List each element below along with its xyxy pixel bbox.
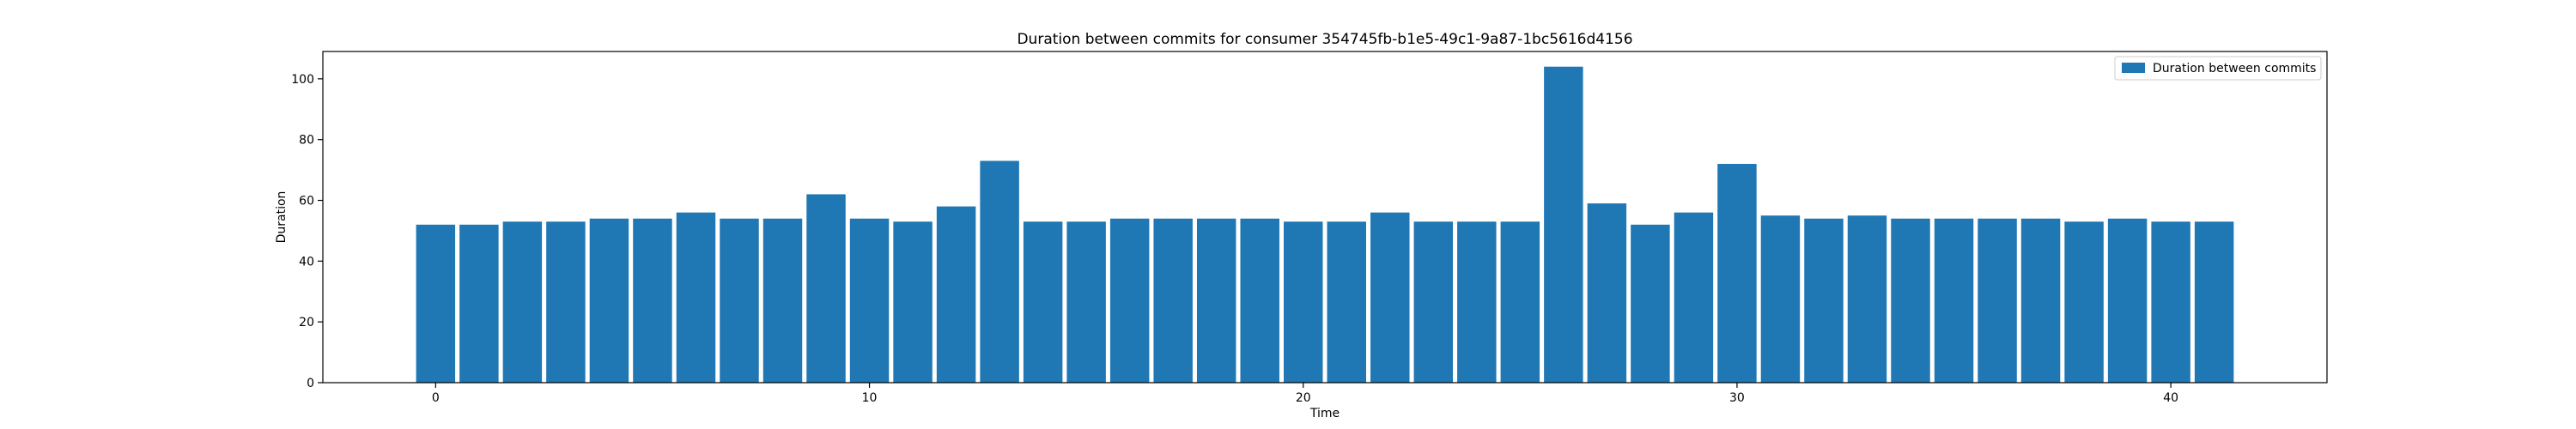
x-axis: 0 10 20 30 40 — [432, 383, 2178, 405]
bar-16 — [1109, 218, 1150, 383]
y-tick-label: 80 — [299, 134, 314, 148]
bar-3 — [546, 221, 586, 383]
bar-21 — [1327, 221, 1366, 383]
y-tick-label: 20 — [299, 316, 314, 329]
bar-35 — [1934, 218, 1974, 383]
bar-4 — [589, 218, 629, 383]
bar-6 — [676, 212, 716, 383]
y-tick-label: 60 — [299, 195, 314, 208]
bar-27 — [1587, 203, 1627, 383]
x-tick-label: 40 — [2163, 391, 2178, 405]
bar-8 — [762, 218, 803, 383]
bar-18 — [1196, 218, 1236, 383]
bar-17 — [1153, 218, 1193, 383]
bar-22 — [1370, 212, 1410, 383]
bar-32 — [1804, 218, 1844, 383]
bar-40 — [2151, 221, 2190, 383]
bar-20 — [1284, 221, 1323, 383]
bar-31 — [1760, 215, 1801, 383]
bar-11 — [893, 221, 933, 383]
y-axis: 0 20 40 60 80 100 — [291, 73, 323, 390]
y-axis-label: Duration — [275, 191, 289, 244]
x-tick-label: 10 — [862, 391, 878, 405]
bar-12 — [936, 206, 976, 383]
bar-2 — [502, 221, 543, 383]
axes-frame — [322, 51, 2328, 384]
legend: Duration between commits — [2114, 56, 2322, 81]
chart-title: Duration between commits for consumer 35… — [1017, 31, 1632, 48]
bar-25 — [1500, 221, 1540, 383]
x-axis-label: Time — [1309, 407, 1340, 420]
bar-29 — [1674, 212, 1714, 383]
bar-38 — [2064, 221, 2104, 383]
legend-swatch — [2122, 63, 2145, 73]
bar-5 — [633, 218, 672, 383]
bar-30 — [1717, 164, 1757, 383]
bar-14 — [1023, 221, 1063, 383]
x-tick-label: 0 — [432, 391, 440, 405]
bar-36 — [1978, 218, 2017, 383]
legend-box — [2114, 56, 2322, 81]
bar-28 — [1631, 224, 1670, 383]
bar-33 — [1847, 215, 1887, 383]
y-tick-label: 0 — [307, 377, 314, 390]
bar-24 — [1457, 221, 1497, 383]
bar-19 — [1240, 218, 1279, 383]
bar-9 — [806, 194, 846, 383]
bar-41 — [2194, 221, 2234, 383]
bar-0 — [416, 224, 456, 383]
bar-23 — [1413, 221, 1454, 383]
bar-10 — [849, 218, 890, 383]
bar-13 — [980, 160, 1019, 383]
bar-7 — [720, 218, 759, 383]
y-tick-label: 40 — [299, 255, 314, 269]
legend-label: Duration between commits — [2153, 62, 2316, 76]
x-tick-label: 20 — [1296, 391, 1311, 405]
bar-39 — [2107, 218, 2148, 383]
bar-26 — [1544, 66, 1583, 383]
x-tick-label: 30 — [1729, 391, 1745, 405]
y-tick-label: 100 — [291, 73, 314, 87]
bar-15 — [1066, 221, 1106, 383]
bar-34 — [1891, 218, 1930, 383]
plot-area — [322, 51, 2328, 384]
bar-1 — [459, 224, 499, 383]
bar-37 — [2020, 218, 2061, 383]
